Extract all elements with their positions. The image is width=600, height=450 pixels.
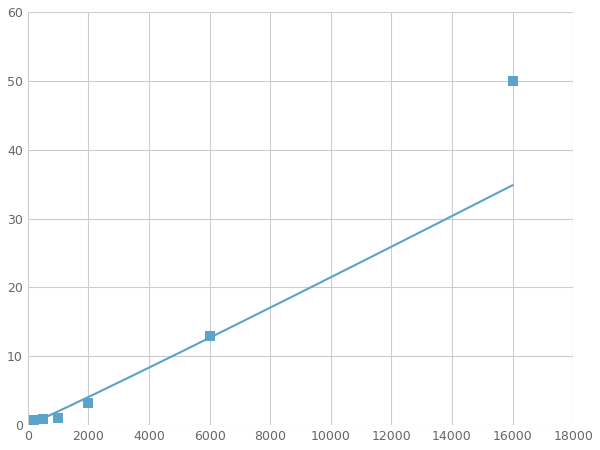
Point <box>205 332 214 339</box>
Point <box>508 77 517 85</box>
Point <box>38 416 48 423</box>
Point <box>83 400 93 407</box>
Point <box>53 414 63 421</box>
Point <box>29 417 38 424</box>
